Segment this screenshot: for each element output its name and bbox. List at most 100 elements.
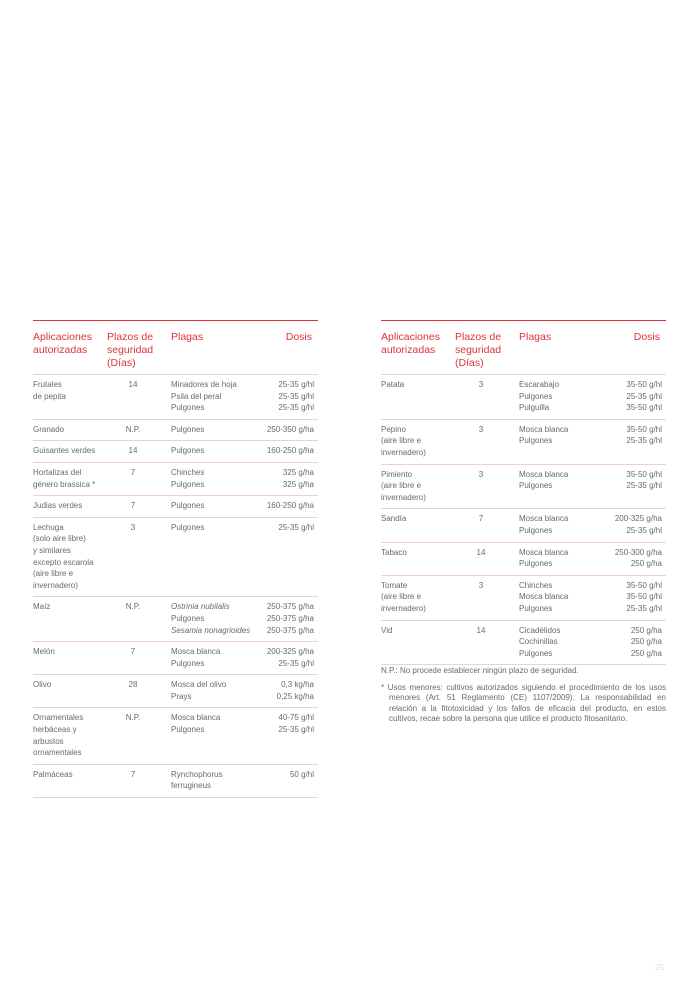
plaga-name: Cochinillas [519, 637, 558, 647]
crop-cell: Tomate (aire libre e invernadero) [381, 574, 455, 620]
dosis-cell: 160-250 g/ha [260, 495, 318, 518]
plazo-cell: 14 [455, 619, 519, 666]
dosis-cell: 250-350 g/ha [260, 418, 318, 441]
plaga-name: Pulgones [519, 436, 553, 446]
plaga-name: Mosca blanca [171, 713, 221, 723]
dosis-value: 25-35 g/hl [278, 658, 314, 668]
dosis-value: 250-350 g/ha [266, 424, 314, 434]
plazo-cell: 3 [455, 374, 519, 420]
plaga-name: Pulgones [171, 501, 205, 511]
minor-uses-note: * Usos menores: cultivos autorizados sig… [381, 682, 666, 724]
plagas-cell: Pulgones [171, 516, 261, 597]
plaga-name: Pulgones [519, 648, 553, 658]
crop-cell: Palmáceas [33, 763, 107, 799]
dosis-value: 35-50 g/hl [626, 424, 662, 434]
plazo-value: 3 [130, 522, 136, 532]
plagas-cell: Mosca blanca Pulgones [171, 707, 261, 765]
dosis-value: 25-35 g/hl [278, 391, 314, 401]
plaga-name: Mosca blanca [519, 547, 569, 557]
dosis-value: 25-35 g/hl [626, 603, 662, 613]
dosis-cell: 40-75 g/hl 25-35 g/hl [260, 707, 318, 765]
plaga-name: Pulgones [519, 603, 553, 613]
table-row: Sandía 7 Mosca blanca Pulgones 200-325 g/ha 2… [381, 508, 666, 543]
plazo-cell: 3 [455, 463, 519, 509]
crop-name: (aire libre e [381, 592, 422, 602]
plazo-value: 14 [476, 547, 486, 557]
crop-name: ornamentales [33, 748, 82, 758]
crop-name: Hortalizas del [33, 467, 82, 477]
table-row: Vid 14 Cicadélidos Cochinillas Pulgones 250 g… [381, 619, 666, 666]
plazo-value: N.P. [125, 713, 141, 723]
crop-name: herbáceas y [33, 725, 77, 735]
crop-name: Tomate [381, 580, 408, 590]
plazo-cell: N.P. [107, 418, 171, 441]
plaga-name: Escarabajo [519, 380, 560, 389]
crop-cell: Granado [33, 418, 107, 441]
plazo-cell: 7 [455, 508, 519, 543]
crop-cell: Pimiento (aire libre e invernadero) [381, 463, 455, 509]
plaga-name: Pulgones [171, 424, 205, 434]
plaga-name: Minadores de hoja [171, 380, 237, 389]
crop-cell: Tabaco [381, 541, 455, 576]
plaga-name: Ostrinia nubilalis [171, 602, 230, 612]
plaga-name: Prays [171, 691, 192, 701]
plagas-cell: Cicadélidos Cochinillas Pulgones [519, 619, 592, 666]
plagas-cell: Mosca del olivo Prays [171, 674, 261, 708]
crop-cell: Maíz [33, 596, 107, 642]
plagas-cell: Mosca blanca Pulgones [519, 508, 592, 543]
crop-name: Vid [381, 625, 393, 635]
crop-name: Granado [33, 424, 65, 434]
crop-cell: Guisantes verdes [33, 440, 107, 463]
dosis-cell: 35-50 g/hl 35-50 g/hl 25-35 g/hl [591, 574, 666, 620]
plazo-cell: 3 [455, 418, 519, 465]
plazo-value: 3 [478, 424, 484, 434]
crop-name: Pimiento [381, 469, 413, 479]
crop-name: (aire libre e [381, 481, 422, 491]
dosis-cell: 35-50 g/hl 25-35 g/hl [591, 418, 666, 465]
dosis-value: 25-35 g/hl [278, 403, 314, 413]
plagas-cell: Ostrinia nubilalis Pulgones Sesamia nonagr… [171, 596, 261, 642]
plaga-name: Pulgones [519, 391, 553, 401]
plazo-cell: 7 [107, 763, 171, 799]
dosis-value: 35-50 g/hl [626, 580, 662, 590]
dosis-value: 325 g/ha [282, 479, 314, 489]
crop-name: y similares [33, 545, 71, 555]
plaga-name: Mosca blanca [519, 469, 569, 479]
header-dosis: Dosis [633, 331, 660, 343]
dosis-cell: 250-375 g/ha 250-375 g/ha 250-375 g/ha [260, 596, 318, 642]
plazo-value: 7 [130, 467, 136, 477]
plazo-value: 3 [478, 380, 484, 389]
crop-cell: Pepino (aire libre e invernadero) [381, 418, 455, 465]
plagas-cell: Mosca blanca Pulgones [519, 418, 592, 465]
plaga-name: Pulgones [171, 613, 205, 623]
dosis-value: 250-375 g/ha [266, 625, 314, 635]
plazo-cell: 3 [107, 516, 171, 597]
crop-name: Guisantes verdes [33, 446, 96, 456]
table-row: Lechuga (solo aire libre) y similares excep… [33, 516, 318, 597]
dosis-cell: 25-35 g/hl 25-35 g/hl 25-35 g/hl [260, 374, 318, 420]
dosis-value: 35-50 g/hl [626, 469, 662, 479]
crop-name: Melón [33, 647, 55, 657]
dosis-cell: 0,3 kg/ha 0,25 kg/ha [260, 674, 318, 708]
plazo-cell: 28 [107, 674, 171, 708]
plagas-cell: Escarabajo Pulgones Pulguilla [519, 374, 592, 420]
plaga-name: Mosca del olivo [171, 680, 227, 690]
dosis-value: 50 g/hl [289, 769, 314, 779]
plazo-cell: 14 [107, 374, 171, 420]
header-plazos: Plazos de seguridad (Días) [455, 321, 519, 375]
dosis-cell: 35-50 g/hl 25-35 g/hl 35-50 g/hl [591, 374, 666, 420]
crop-name: Maíz [33, 602, 51, 612]
crop-name: Sandía [381, 514, 407, 524]
page-number: 25 [655, 963, 664, 972]
dosis-cell: 200-325 g/ha 25-35 g/hl [591, 508, 666, 543]
plaga-name: Pulgones [171, 725, 205, 735]
crop-name: Palmáceas [33, 769, 73, 779]
table-row: Ornamentales herbáceas y arbustos ornamenta… [33, 707, 318, 765]
plaga-name: Chinches [171, 467, 205, 477]
dosis-value: 325 g/ha [282, 467, 314, 477]
plaga-name: Cicadélidos [519, 625, 561, 635]
plazo-cell: 7 [107, 495, 171, 518]
plazo-value: 28 [128, 680, 138, 690]
crop-name: Ornamentales [33, 713, 84, 723]
plazo-cell: 14 [107, 440, 171, 463]
